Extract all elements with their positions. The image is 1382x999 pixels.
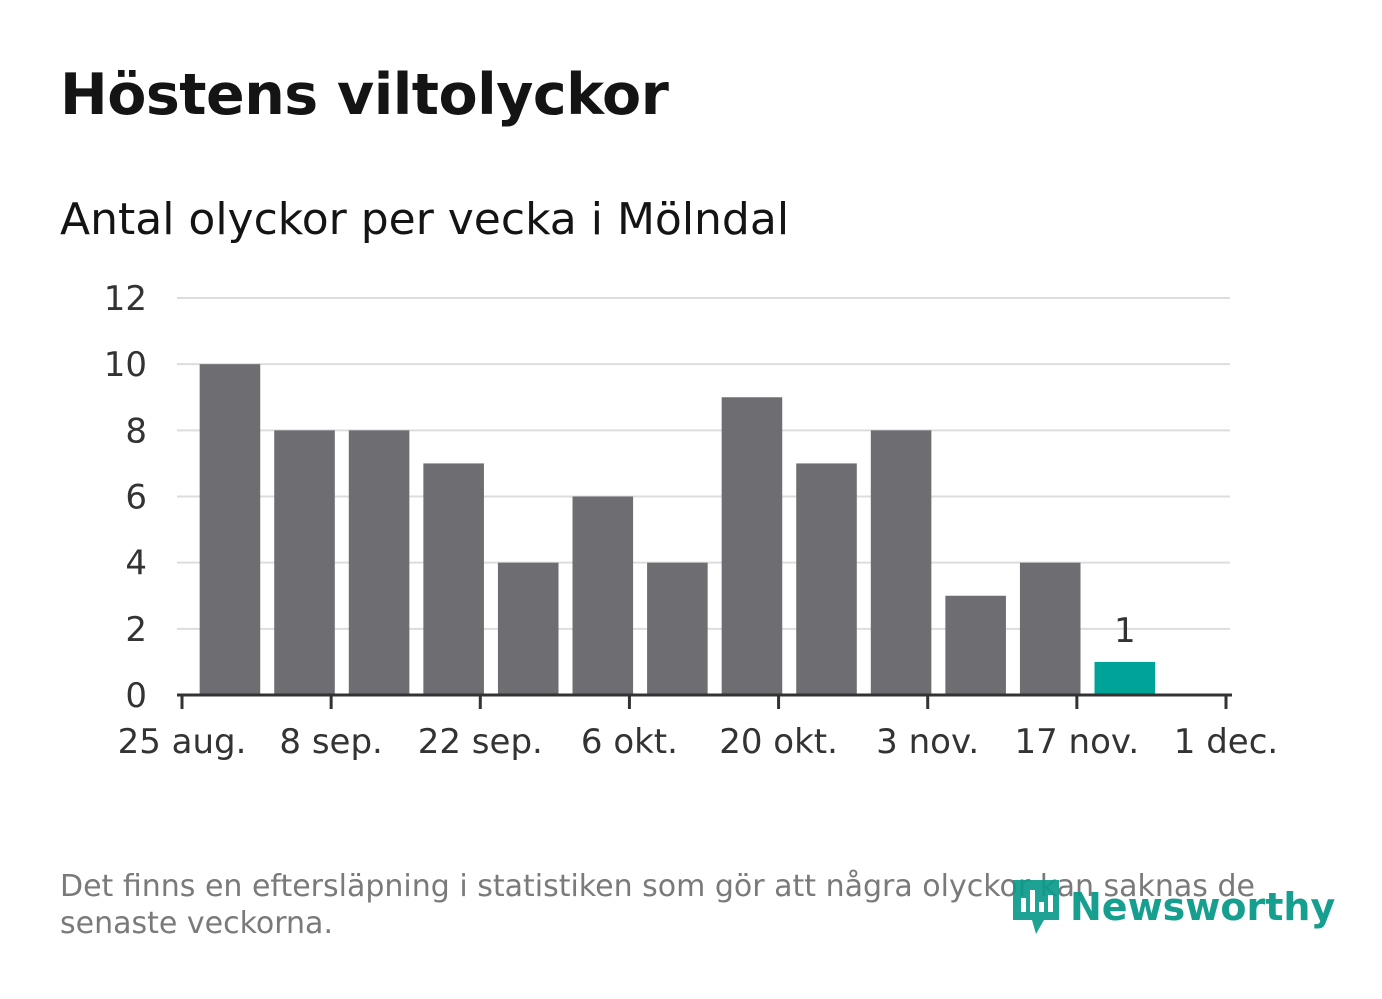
bar bbox=[721, 397, 783, 695]
y-tick-label: 10 bbox=[104, 345, 147, 385]
y-tick-label: 8 bbox=[125, 411, 147, 451]
bar bbox=[945, 595, 1006, 695]
logo-text: Newsworthy bbox=[1070, 885, 1336, 929]
y-axis-ticks: 0 2 4 6 8 10 12 bbox=[104, 279, 147, 716]
x-tick-label: 22 sep. bbox=[418, 722, 543, 762]
bar bbox=[647, 562, 708, 695]
bar bbox=[572, 496, 634, 695]
x-tick-label: 17 nov. bbox=[1014, 722, 1139, 762]
y-tick-label: 2 bbox=[125, 610, 147, 650]
x-axis: 25 aug. 8 sep. 22 sep. 6 okt. 20 okt. 3 nov. 1… bbox=[118, 693, 1278, 762]
newsworthy-logo-icon bbox=[1013, 880, 1059, 934]
bar bbox=[423, 463, 484, 695]
bar bbox=[1019, 562, 1081, 695]
bar bbox=[274, 430, 335, 695]
data-label: 1 bbox=[1114, 611, 1136, 651]
x-tick-label: 8 sep. bbox=[279, 722, 382, 762]
chart-title: Höstens viltolyckor bbox=[60, 62, 669, 128]
bar bbox=[870, 430, 932, 695]
y-tick-label: 0 bbox=[125, 676, 147, 716]
x-tick-label: 20 okt. bbox=[719, 722, 838, 762]
x-tick-label: 1 dec. bbox=[1174, 722, 1278, 762]
bar bbox=[199, 364, 261, 695]
bar bbox=[796, 463, 857, 695]
x-tick-label: 3 nov. bbox=[876, 722, 979, 762]
bar bbox=[348, 430, 410, 695]
chart-subtitle: Antal olyckor per vecka i Mölndal bbox=[60, 194, 790, 245]
bar-chart: 0 2 4 6 8 10 12 1 25 aug. 8 sep. 22 sep. 6 okt. 20… bbox=[104, 279, 1278, 762]
y-tick-label: 12 bbox=[104, 279, 147, 319]
bar-highlight bbox=[1094, 661, 1156, 695]
bars bbox=[199, 364, 1156, 695]
bar bbox=[497, 562, 559, 695]
data-labels: 1 bbox=[1114, 611, 1136, 651]
y-tick-label: 6 bbox=[125, 478, 147, 518]
x-tick-label: 6 okt. bbox=[581, 722, 678, 762]
newsworthy-logo: Newsworthy bbox=[1010, 876, 1335, 938]
y-tick-label: 4 bbox=[125, 544, 147, 584]
x-tick-label: 25 aug. bbox=[118, 722, 247, 762]
